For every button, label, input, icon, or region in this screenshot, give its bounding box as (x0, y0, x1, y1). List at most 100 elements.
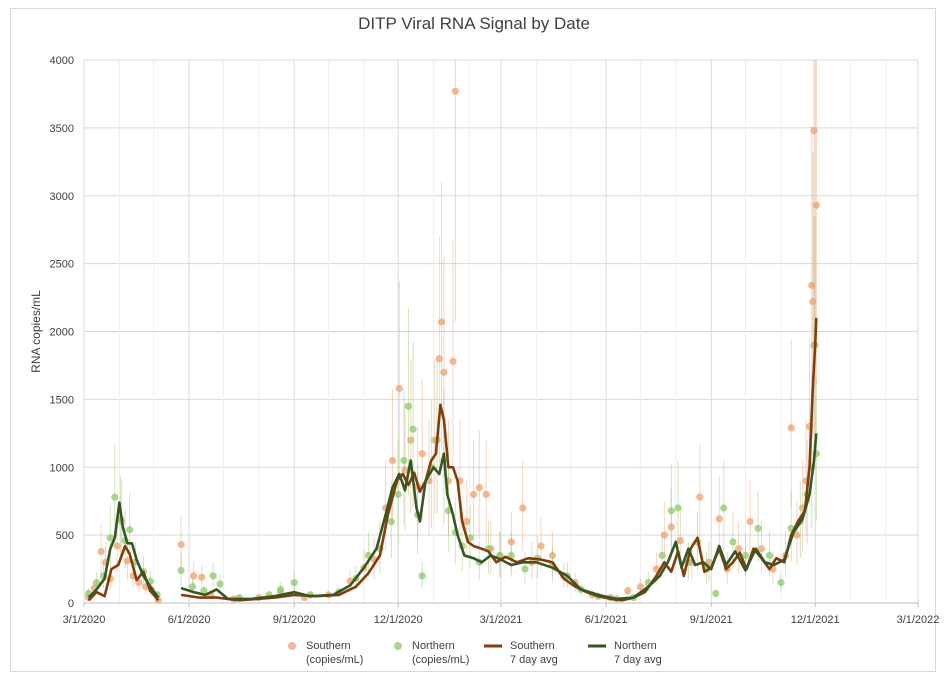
data-point (674, 504, 682, 512)
data-point (435, 355, 443, 363)
legend-label: 7 day avg (614, 654, 662, 666)
data-point (113, 542, 121, 550)
avg-lines (87, 317, 818, 602)
axes: 0 500 1000 1500 2000 2500 3000 3500 4000 3/1/2020… (29, 55, 939, 626)
data-point (106, 534, 114, 542)
data-point (177, 541, 185, 549)
x-tick-label: 3/1/2020 (63, 614, 106, 626)
data-point (290, 579, 298, 587)
data-point (712, 589, 720, 598)
x-tick-label: 9/1/2020 (273, 614, 316, 626)
y-tick-label: 2500 (50, 259, 74, 271)
data-point (548, 551, 557, 560)
data-point (735, 545, 743, 553)
data-point (676, 536, 684, 545)
y-tick-label: 1000 (50, 462, 74, 474)
legend-label: (copies/mL) (306, 654, 363, 666)
data-point (667, 507, 675, 515)
data-point (469, 490, 478, 498)
data-point (809, 298, 817, 306)
legend-label: 7 day avg (510, 654, 558, 666)
data-point (746, 517, 754, 526)
data-point (177, 566, 185, 575)
data-point (475, 484, 483, 492)
data-point (507, 538, 515, 546)
legend-marker (394, 642, 402, 650)
data-point (741, 551, 750, 560)
legend-label: Southern (306, 640, 351, 652)
data-point (482, 490, 490, 498)
data-point (200, 587, 208, 595)
y-tick-label: 4000 (50, 55, 74, 67)
y-tick-label: 0 (68, 598, 74, 610)
series-line (87, 501, 160, 599)
x-tick-label: 3/1/2021 (480, 614, 523, 626)
data-point (787, 424, 795, 432)
data-point (812, 201, 820, 209)
data-point (400, 456, 408, 465)
data-point (757, 545, 766, 553)
data-point (97, 547, 105, 556)
data-point (451, 87, 459, 95)
data-point (808, 281, 816, 289)
legend: Southern (copies/mL) Northern (copies/mL) So… (288, 640, 662, 666)
data-point (394, 490, 402, 498)
data-point (407, 436, 415, 444)
data-point (387, 517, 395, 526)
data-point (198, 573, 206, 581)
y-tick-label: 1500 (50, 394, 74, 406)
data-point (388, 456, 397, 465)
y-tick-label: 3000 (50, 191, 74, 203)
data-point (111, 493, 119, 501)
data-point (188, 583, 197, 591)
data-point (401, 466, 409, 474)
data-point (449, 357, 457, 365)
data-point (810, 126, 818, 135)
data-point (190, 572, 198, 580)
y-tick-label: 3500 (50, 123, 74, 135)
grid (83, 59, 919, 604)
data-point (126, 526, 134, 534)
data-point (765, 551, 774, 560)
data-point (463, 517, 471, 526)
data-point (418, 572, 426, 580)
x-tick-label: 12/1/2021 (791, 614, 840, 626)
chart-title: DITP Viral RNA Signal by Date (358, 14, 590, 33)
legend-label: Southern (510, 640, 555, 652)
y-axis-label: RNA copies/mL (29, 290, 43, 373)
data-point (667, 523, 675, 531)
legend-label: Northern (614, 640, 657, 652)
data-point (519, 504, 527, 512)
data-point (437, 318, 446, 326)
data-point (715, 515, 723, 523)
x-tick-label: 6/1/2021 (585, 614, 628, 626)
data-point (521, 565, 529, 573)
legend-marker (288, 642, 296, 650)
data-point (696, 493, 704, 501)
data-point (440, 368, 448, 376)
data-point (720, 504, 728, 512)
data-point (92, 579, 101, 587)
data-point (660, 531, 668, 539)
data-point (658, 551, 666, 560)
data-point (276, 585, 285, 594)
data-point (395, 384, 403, 393)
x-tick-label: 6/1/2020 (168, 614, 211, 626)
data-point (729, 538, 737, 546)
legend-label: (copies/mL) (412, 654, 469, 666)
data-point (537, 542, 545, 550)
scatter-points (84, 60, 820, 604)
data-point (777, 579, 785, 587)
y-tick-label: 500 (56, 530, 74, 542)
data-point (636, 583, 644, 591)
data-point (793, 531, 801, 539)
x-tick-label: 9/1/2021 (690, 614, 733, 626)
data-point (624, 587, 632, 595)
data-point (418, 450, 426, 458)
data-point (409, 425, 417, 433)
legend-label: Northern (412, 640, 455, 652)
x-tick-label: 3/1/2022 (897, 614, 940, 626)
data-point (216, 580, 224, 588)
series-line (180, 433, 818, 601)
